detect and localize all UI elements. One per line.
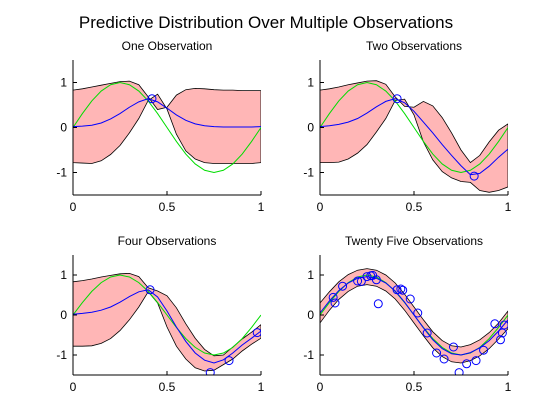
observation-point xyxy=(439,354,449,364)
x-tick-label: 0 xyxy=(70,380,77,394)
figure-title: Predictive Distribution Over Multiple Ob… xyxy=(79,13,453,32)
observation-point xyxy=(205,368,215,375)
true-function-line xyxy=(320,81,508,174)
observation-point xyxy=(373,299,383,309)
y-tick-label: -1 xyxy=(303,166,314,180)
observation-point xyxy=(396,284,406,294)
y-tick-label: 1 xyxy=(60,76,67,90)
observation-point xyxy=(499,320,508,330)
observation-point xyxy=(145,285,155,295)
plot-marks xyxy=(320,268,508,375)
observation-point xyxy=(328,292,338,302)
x-tick-label: 0 xyxy=(317,200,324,214)
subplot-2: Two Observations 0 0.5 1 -1 0 1 xyxy=(303,39,511,214)
subplot-title: Four Observations xyxy=(118,234,217,248)
y-tick-label: -1 xyxy=(56,348,67,362)
true-function-line xyxy=(73,274,261,356)
true-function-line xyxy=(73,81,261,174)
subplot-title: Twenty Five Observations xyxy=(345,234,483,248)
observation-point xyxy=(432,348,442,358)
observation-point xyxy=(353,276,363,286)
observation-point xyxy=(479,345,489,355)
predictive-mean-line xyxy=(320,98,508,176)
y-tick-label: 1 xyxy=(307,76,314,90)
predictive-mean-line xyxy=(73,289,261,364)
observation-point xyxy=(469,171,479,181)
uncertainty-band xyxy=(73,80,261,164)
observation-point xyxy=(392,94,402,104)
observation-point xyxy=(356,276,366,286)
subplot-title: Two Observations xyxy=(366,39,462,53)
observation-point xyxy=(454,368,464,375)
uncertainty-band xyxy=(320,80,508,193)
plot-marks xyxy=(73,272,261,375)
x-tick-label: 0.5 xyxy=(406,380,423,394)
x-tick-label: 0 xyxy=(70,200,77,214)
observation-point xyxy=(398,285,408,295)
observation-point xyxy=(422,328,432,338)
observation-point xyxy=(471,356,481,366)
predictive-mean-line xyxy=(73,98,261,128)
y-tick-label: 0 xyxy=(307,308,314,322)
y-tick-label: 0 xyxy=(60,121,67,135)
observation-point xyxy=(371,275,381,285)
y-tick-label: 1 xyxy=(60,268,67,282)
observation-point xyxy=(405,294,415,304)
subplot-1: One Observation 0 0.5 1 -1 0 1 xyxy=(56,39,264,214)
observation-point xyxy=(330,298,340,308)
x-tick-label: 0.5 xyxy=(159,380,176,394)
observation-point xyxy=(392,285,402,295)
y-tick-label: 1 xyxy=(307,268,314,282)
plot-marks xyxy=(320,80,508,193)
observation-point xyxy=(490,319,500,329)
x-tick-label: 0 xyxy=(317,380,324,394)
subplot-3: Four Observations 0 0.5 1 -1 0 1 xyxy=(56,234,264,394)
observation-point xyxy=(338,281,348,291)
observation-point xyxy=(147,94,157,104)
subplot-title: One Observation xyxy=(122,39,213,53)
subplot-4: Twenty Five Observations 0 0.5 1 -1 0 1 xyxy=(303,234,511,394)
y-tick-label: -1 xyxy=(56,166,67,180)
observation-point xyxy=(462,359,472,369)
y-tick-label: 0 xyxy=(307,121,314,135)
uncertainty-band xyxy=(73,272,261,372)
x-tick-label: 0.5 xyxy=(159,200,176,214)
observation-point xyxy=(495,335,505,345)
x-tick-label: 1 xyxy=(505,200,512,214)
plot-marks xyxy=(73,80,261,174)
x-tick-label: 0.5 xyxy=(406,200,423,214)
observation-point xyxy=(413,308,423,318)
observation-point xyxy=(252,328,261,338)
observation-point xyxy=(448,342,458,352)
y-tick-label: -1 xyxy=(303,348,314,362)
y-tick-label: 0 xyxy=(60,308,67,322)
x-tick-label: 1 xyxy=(505,380,512,394)
x-tick-label: 1 xyxy=(258,380,265,394)
x-tick-label: 1 xyxy=(258,200,265,214)
observation-point xyxy=(362,272,372,282)
observation-point xyxy=(224,356,234,366)
